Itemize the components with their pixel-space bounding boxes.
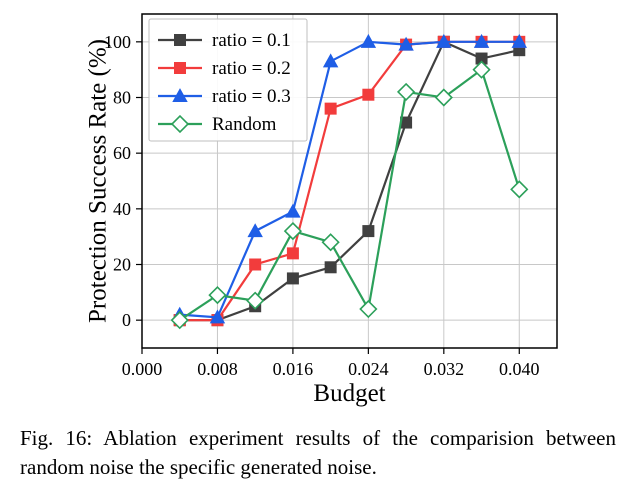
series-3 [170,60,529,330]
data-point [170,311,189,330]
data-point [359,299,378,319]
legend-label: ratio = 0.3 [212,86,291,107]
legend-item: ratio = 0.2 [158,58,291,79]
legend-label: ratio = 0.1 [212,30,291,51]
legend-item: Random [158,114,277,135]
data-point [247,223,263,238]
legend-marker [172,88,188,102]
legend-item: ratio = 0.1 [158,30,291,51]
y-axis-title: Protection Success Rate (%) [85,39,112,323]
data-point [396,82,416,102]
data-point [321,233,340,252]
x-tick-label: 0.008 [197,359,238,379]
x-tick-label: 0.016 [273,359,314,379]
figure-caption: Fig. 16: Ablation experiment results of … [20,426,616,479]
legend-label: Random [212,114,277,135]
y-tick-label: 80 [113,88,131,108]
line-chart: 0.000 0.008 0.016 0.024 0.032 0.040 0 20 40 60 80 1… [85,13,558,407]
legend-item: ratio = 0.3 [158,86,291,107]
legend: ratio = 0.1 ratio = 0.2 ratio = 0.3 Random [148,18,308,142]
data-point [286,272,299,285]
data-point [209,309,226,324]
legend-marker [174,62,186,74]
y-tick-label: 0 [122,310,131,330]
axis-ticks: 0.000 0.008 0.016 0.024 0.032 0.040 0 20 40 60 80 1… [104,32,540,379]
series-2 [172,33,527,324]
data-point [436,33,452,48]
data-point [285,203,301,218]
data-point [286,247,299,260]
data-point [473,33,490,48]
series-layer [170,33,529,330]
y-tick-label: 60 [113,143,131,163]
data-point [246,291,265,310]
series-line [179,40,520,322]
x-tick-label: 0.000 [122,359,163,379]
x-tick-label: 0.040 [499,359,540,379]
x-tick-label: 0.024 [348,359,389,379]
legend-label: ratio = 0.2 [212,58,291,79]
data-point [510,180,529,199]
data-point [283,221,303,241]
series-line [179,67,521,322]
data-point [208,286,227,305]
data-point [362,225,375,238]
legend-marker [170,114,190,134]
data-point [434,88,453,107]
data-point [324,261,337,274]
y-tick-label: 100 [104,32,131,52]
data-point [322,53,339,68]
series-line [179,40,520,319]
data-point [360,33,377,48]
y-tick-label: 40 [113,199,131,219]
x-axis-title: Budget [313,380,385,407]
data-point [511,33,527,48]
y-tick-label: 20 [113,255,131,275]
data-point [472,60,491,79]
legend-box [148,18,308,142]
plot-frame [141,13,558,349]
legend-marker [174,34,186,46]
data-point [362,88,375,101]
data-point [324,102,337,115]
x-tick-label: 0.032 [424,359,465,379]
data-point [398,36,414,51]
data-point [249,258,262,271]
